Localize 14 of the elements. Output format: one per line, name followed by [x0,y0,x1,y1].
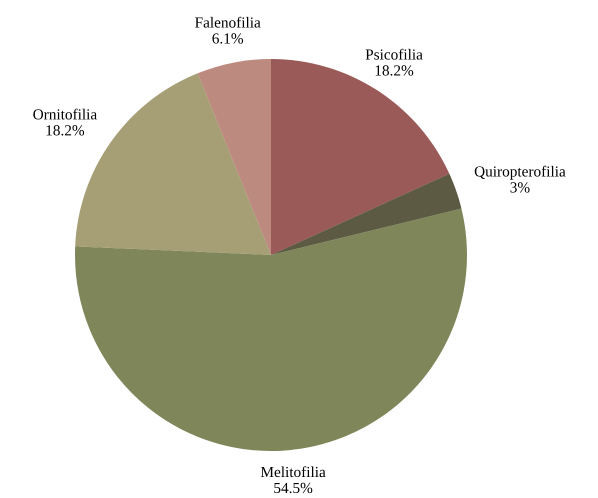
slice-label: Quiropterofilia [474,166,566,180]
pie-slice [271,174,462,255]
pie-slice [198,59,271,255]
data-label: 54.5% [274,482,312,494]
data-label: 3% [510,182,530,193]
pie-slice [75,208,467,451]
slice-label: Falenofilia [195,16,261,28]
slice-label: Psicofilia [366,48,423,60]
data-label: 18.2% [376,65,414,76]
data-label: 18.2% [46,125,84,136]
data-label: 6.1% [212,33,244,44]
slice-label: Ornitofilia [33,108,97,120]
pie-slice [271,59,450,255]
slice-label: Melitofilia [260,466,326,478]
